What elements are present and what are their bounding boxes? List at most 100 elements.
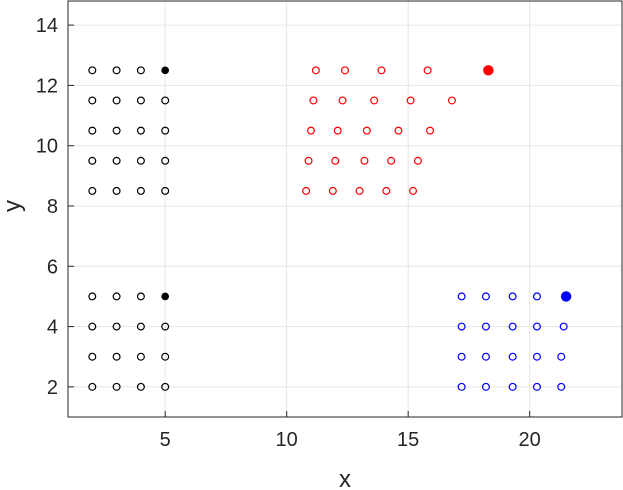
data-point — [161, 186, 170, 195]
data-point — [88, 126, 97, 135]
data-point — [557, 382, 566, 391]
data-point — [112, 66, 121, 75]
data-point — [333, 126, 342, 135]
data-point — [447, 96, 456, 105]
data-point — [112, 382, 121, 391]
y-tick-label: 10 — [36, 136, 58, 158]
data-point — [136, 186, 145, 195]
data-point — [382, 186, 391, 195]
data-point — [112, 96, 121, 105]
data-point — [161, 382, 170, 391]
data-point — [508, 352, 517, 361]
data-point-highlight — [161, 66, 169, 75]
data-point — [423, 66, 432, 75]
data-point — [457, 292, 466, 301]
data-point — [306, 126, 315, 135]
data-point — [457, 322, 466, 331]
data-point — [136, 322, 145, 331]
data-point — [406, 96, 415, 105]
grid-lines — [68, 1, 622, 417]
data-point — [532, 292, 541, 301]
x-tick-label: 10 — [276, 429, 298, 451]
data-point — [413, 156, 422, 165]
x-tick-label: 5 — [160, 429, 171, 451]
data-point-highlight — [483, 65, 494, 76]
data-point — [532, 322, 541, 331]
data-point — [481, 352, 490, 361]
data-point — [508, 322, 517, 331]
data-point — [88, 96, 97, 105]
data-point — [426, 126, 435, 135]
y-tick-label: 2 — [47, 377, 58, 399]
data-point — [370, 96, 379, 105]
data-point — [331, 156, 340, 165]
y-tick-label: 4 — [47, 317, 58, 339]
y-axis-ticks: 2 4 6 8 10 12 14 — [36, 15, 74, 399]
data-point — [112, 156, 121, 165]
data-point — [341, 66, 350, 75]
data-point — [355, 186, 364, 195]
data-point — [136, 292, 145, 301]
data-point — [328, 186, 337, 195]
y-tick-label: 14 — [36, 15, 58, 37]
x-tick-label: 15 — [397, 429, 419, 451]
data-point — [161, 156, 170, 165]
data-point — [112, 186, 121, 195]
data-point — [112, 126, 121, 135]
x-axis-ticks: 5 10 15 20 — [160, 411, 541, 451]
data-points — [88, 65, 572, 391]
data-point — [161, 96, 170, 105]
data-point — [311, 66, 320, 75]
data-point-highlight — [560, 291, 572, 302]
data-point — [88, 292, 97, 301]
data-point — [136, 126, 145, 135]
data-point — [457, 382, 466, 391]
data-point — [457, 352, 466, 361]
data-point — [309, 96, 318, 105]
data-point — [532, 382, 541, 391]
data-point — [481, 382, 490, 391]
data-point — [88, 382, 97, 391]
data-point — [338, 96, 347, 105]
data-point — [136, 66, 145, 75]
data-point — [88, 352, 97, 361]
data-point — [112, 292, 121, 301]
data-point — [88, 322, 97, 331]
y-tick-label: 12 — [36, 75, 58, 97]
data-point — [508, 292, 517, 301]
data-point — [559, 322, 568, 331]
y-axis-label: y — [0, 200, 26, 212]
data-point — [88, 66, 97, 75]
data-point — [88, 186, 97, 195]
y-tick-label: 6 — [47, 256, 58, 278]
x-axis-label: x — [339, 466, 351, 490]
data-point — [409, 186, 418, 195]
data-point-highlight — [161, 292, 169, 301]
data-point — [377, 66, 386, 75]
data-point — [88, 156, 97, 165]
data-point — [394, 126, 403, 135]
data-point — [557, 352, 566, 361]
y-tick-label: 8 — [47, 196, 58, 218]
data-point — [136, 156, 145, 165]
data-point — [362, 126, 371, 135]
data-point — [302, 186, 311, 195]
data-point — [136, 352, 145, 361]
data-point — [161, 126, 170, 135]
data-point — [532, 352, 541, 361]
data-point — [304, 156, 313, 165]
data-point — [481, 322, 490, 331]
data-point — [387, 156, 396, 165]
plot-area-frame — [67, 0, 623, 418]
data-point — [161, 352, 170, 361]
x-tick-label: 20 — [519, 429, 541, 451]
data-point — [508, 382, 517, 391]
data-point — [360, 156, 369, 165]
data-point — [161, 322, 170, 331]
data-point — [136, 96, 145, 105]
data-point — [112, 352, 121, 361]
data-point — [136, 382, 145, 391]
data-point — [112, 322, 121, 331]
data-point — [481, 292, 490, 301]
